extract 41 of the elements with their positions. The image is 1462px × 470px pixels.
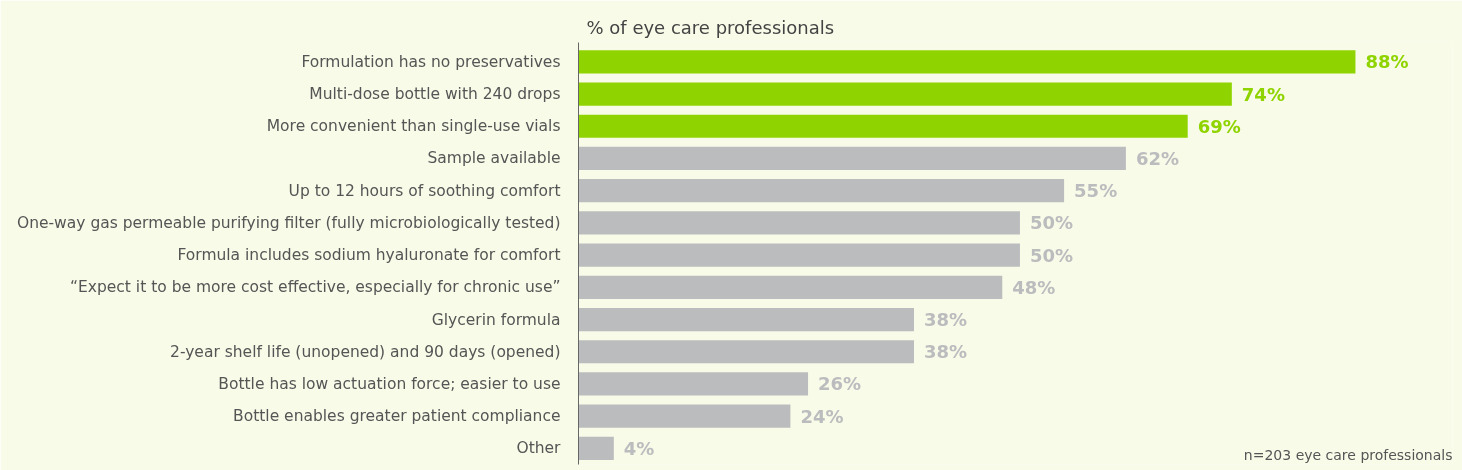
data-label: 4% — [623, 437, 655, 459]
data-label: 26% — [818, 373, 862, 395]
annotation: n=203 eye care professionals — [1243, 446, 1453, 463]
y-tick-label: Other — [516, 439, 562, 458]
bar — [578, 211, 1020, 235]
bar — [578, 146, 1126, 171]
data-label: 50% — [1029, 212, 1074, 234]
y-tick-label: Bottle enables greater patient compliance — [233, 407, 561, 426]
bar — [578, 114, 1188, 138]
y-tick-label: Sample available — [427, 149, 561, 168]
bar — [578, 307, 914, 332]
y-tick-label: More convenient than single-use vials — [266, 117, 561, 136]
bar — [578, 340, 914, 364]
bar — [578, 50, 1356, 74]
data-label: 24% — [800, 405, 844, 427]
data-label: 74% — [1241, 83, 1285, 105]
data-label: 50% — [1029, 244, 1074, 266]
bar — [578, 436, 614, 460]
y-tick-label: Formula includes sodium hyaluronate for comfort — [177, 246, 561, 265]
bar — [578, 179, 1065, 203]
data-label: 62% — [1135, 147, 1179, 169]
y-tick-label: Multi-dose bottle with 240 drops — [309, 85, 561, 104]
data-label: 48% — [1012, 276, 1056, 298]
bar — [578, 275, 1003, 299]
y-tick-label: Formulation has no preservatives — [301, 52, 561, 71]
data-label: 88% — [1365, 51, 1409, 73]
data-label: 38% — [924, 309, 968, 331]
y-tick-label: One-way gas permeable purifying filter (fully microbiologically tested) — [16, 213, 561, 232]
bar — [578, 372, 809, 396]
y-tick-label: Glycerin formula — [431, 310, 561, 329]
chart-title: % of eye care professionals — [586, 16, 835, 38]
bar — [578, 243, 1020, 267]
y-tick-label: Up to 12 hours of soothing comfort — [288, 181, 561, 200]
y-tick-label: Bottle has low actuation force; easier to use — [218, 374, 561, 393]
y-tick-label: “Expect it to be more cost effective, especially for chronic use” — [69, 278, 561, 297]
bar — [578, 404, 791, 428]
data-label: 69% — [1197, 115, 1241, 137]
y-tick-label: 2-year shelf life (unopened) and 90 days (opened) — [170, 342, 561, 361]
bar — [578, 82, 1232, 106]
data-label: 38% — [924, 341, 968, 363]
data-label: 55% — [1074, 180, 1118, 202]
